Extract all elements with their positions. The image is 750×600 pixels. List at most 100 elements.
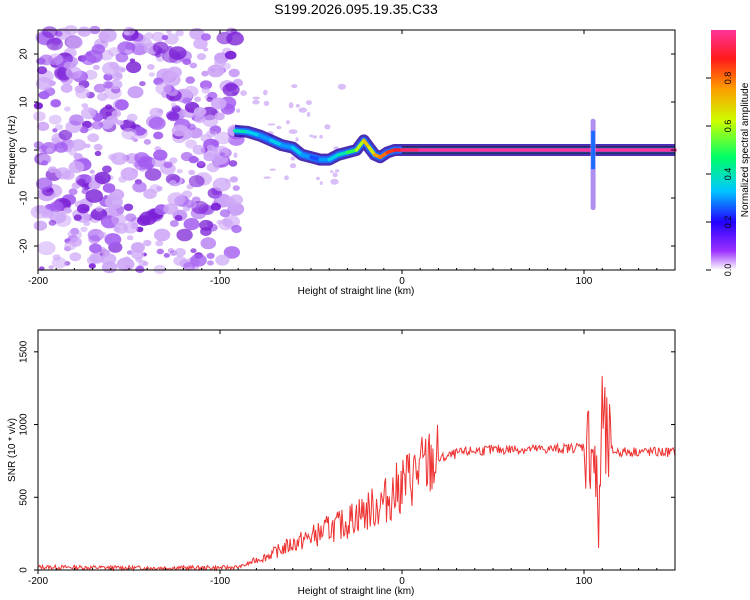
noise-blob <box>229 176 239 183</box>
noise-blob <box>175 30 184 37</box>
noise-blob <box>214 131 232 145</box>
noise-blob <box>84 143 91 149</box>
noise-blob <box>306 111 311 117</box>
noise-blob <box>98 32 110 41</box>
colorbar-tick-label: 0.8 <box>723 72 733 85</box>
noise-blob <box>218 218 234 231</box>
noise-blob <box>298 107 307 113</box>
noise-blob <box>174 214 183 221</box>
noise-blob <box>228 68 240 78</box>
noise-blob <box>203 152 216 162</box>
noise-blob <box>155 240 164 247</box>
noise-blob <box>86 256 98 265</box>
noise-blob <box>52 254 61 261</box>
noise-blob <box>189 62 198 69</box>
noise-blob <box>153 228 171 242</box>
snr-x-label: Height of straight line (km) <box>298 586 415 597</box>
noise-blob <box>114 222 129 234</box>
y-tick-label: 20 <box>19 48 30 60</box>
x-tick-label: 100 <box>576 576 593 587</box>
noise-blob <box>126 113 138 122</box>
noise-blob <box>182 97 192 105</box>
noise-blob <box>76 178 86 186</box>
noise-blob <box>153 264 166 274</box>
colorbar-tick-label: 0.0 <box>723 264 733 277</box>
noise-blob <box>123 26 136 36</box>
noise-blob <box>87 228 104 242</box>
noise-blob <box>126 235 134 241</box>
noise-blob <box>89 243 102 254</box>
noise-blob <box>171 105 181 113</box>
snr-series <box>37 375 676 572</box>
noise-blob <box>39 54 54 66</box>
x-tick-label: -200 <box>28 276 48 287</box>
noise-blob <box>104 86 122 100</box>
noise-blob <box>52 128 58 133</box>
noise-blob <box>83 220 91 226</box>
noise-blob <box>155 82 172 95</box>
noise-blob <box>199 219 214 231</box>
noise-blob <box>319 181 323 186</box>
noise-blob <box>174 247 186 257</box>
noise-blob <box>188 155 199 164</box>
noise-blob <box>68 188 78 196</box>
noise-blob <box>139 81 146 87</box>
noise-blob <box>144 32 154 40</box>
noise-blob <box>210 97 227 110</box>
noise-blob <box>168 180 177 186</box>
snr-line <box>37 375 676 572</box>
noise-blob <box>168 46 187 60</box>
noise-blob <box>206 252 215 259</box>
noise-blob <box>94 171 111 185</box>
noise-blob <box>95 206 103 212</box>
noise-blob <box>80 107 97 120</box>
noise-blob <box>171 124 188 137</box>
noise-blob <box>91 44 106 55</box>
noise-blob <box>231 224 242 234</box>
noise-blob <box>222 83 240 97</box>
noise-blob <box>332 172 338 178</box>
noise-blob <box>288 129 298 135</box>
noise-blob <box>48 220 57 226</box>
noise-blob <box>187 123 196 131</box>
noise-blob <box>69 114 84 126</box>
noise-blob <box>88 263 96 269</box>
noise-blob <box>324 124 331 130</box>
noise-blob <box>151 31 165 42</box>
y-tick-label: 0 <box>19 567 30 573</box>
noise-blob <box>183 85 199 98</box>
ridge-segment <box>269 138 284 147</box>
noise-blob <box>111 213 127 226</box>
noise-blob <box>134 126 146 136</box>
noise-blob <box>109 79 123 90</box>
noise-blob <box>115 52 129 63</box>
noise-blob <box>125 213 137 222</box>
noise-blob <box>52 137 60 144</box>
noise-blob <box>48 265 54 270</box>
noise-blob <box>193 38 208 50</box>
spectrogram-x-label: Height of straight line (km) <box>298 286 415 297</box>
noise-blob <box>193 107 207 117</box>
noise-blob <box>312 135 317 139</box>
noise-blob <box>101 261 118 274</box>
noise-blob <box>142 261 149 266</box>
noise-blob <box>236 108 241 113</box>
noise-blob <box>116 120 124 126</box>
noise-blob <box>201 87 211 94</box>
noise-blob <box>87 133 100 143</box>
noise-blob <box>55 27 71 40</box>
noise-blob <box>337 83 346 90</box>
spectrogram-y-label: Frequency (Hz) <box>7 116 18 185</box>
noise-blob <box>35 177 53 191</box>
colorbar-ticks: 0.0 0.2 0.4 0.6 0.8 <box>706 72 733 277</box>
noise-blob <box>192 144 206 155</box>
noise-blob <box>176 228 193 242</box>
noise-blob <box>223 246 241 259</box>
noise-blob <box>33 111 46 122</box>
noise-blob <box>190 253 207 267</box>
noise-blob <box>170 102 177 108</box>
noise-blob <box>201 70 209 77</box>
noise-blob <box>119 67 126 72</box>
noise-blob <box>120 167 138 181</box>
